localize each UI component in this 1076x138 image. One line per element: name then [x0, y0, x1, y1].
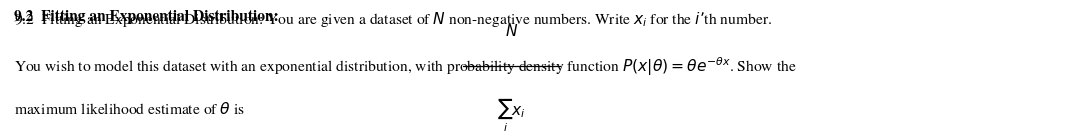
Text: maximum likelihood estimate of $\theta$ is: maximum likelihood estimate of $\theta$ … [14, 101, 245, 117]
Text: 9.2  Fitting an Exponential Distribution: You are given a dataset of $N$ non-neg: 9.2 Fitting an Exponential Distribution:… [14, 10, 773, 29]
Text: You wish to model this dataset with an exponential distribution, with probabilit: You wish to model this dataset with an e… [14, 55, 796, 78]
Text: $N$: $N$ [505, 23, 518, 39]
Text: $\sum_i x_i$: $\sum_i x_i$ [497, 97, 525, 134]
Text: 9.2  Fitting an Exponential Distribution:: 9.2 Fitting an Exponential Distribution: [14, 10, 279, 24]
